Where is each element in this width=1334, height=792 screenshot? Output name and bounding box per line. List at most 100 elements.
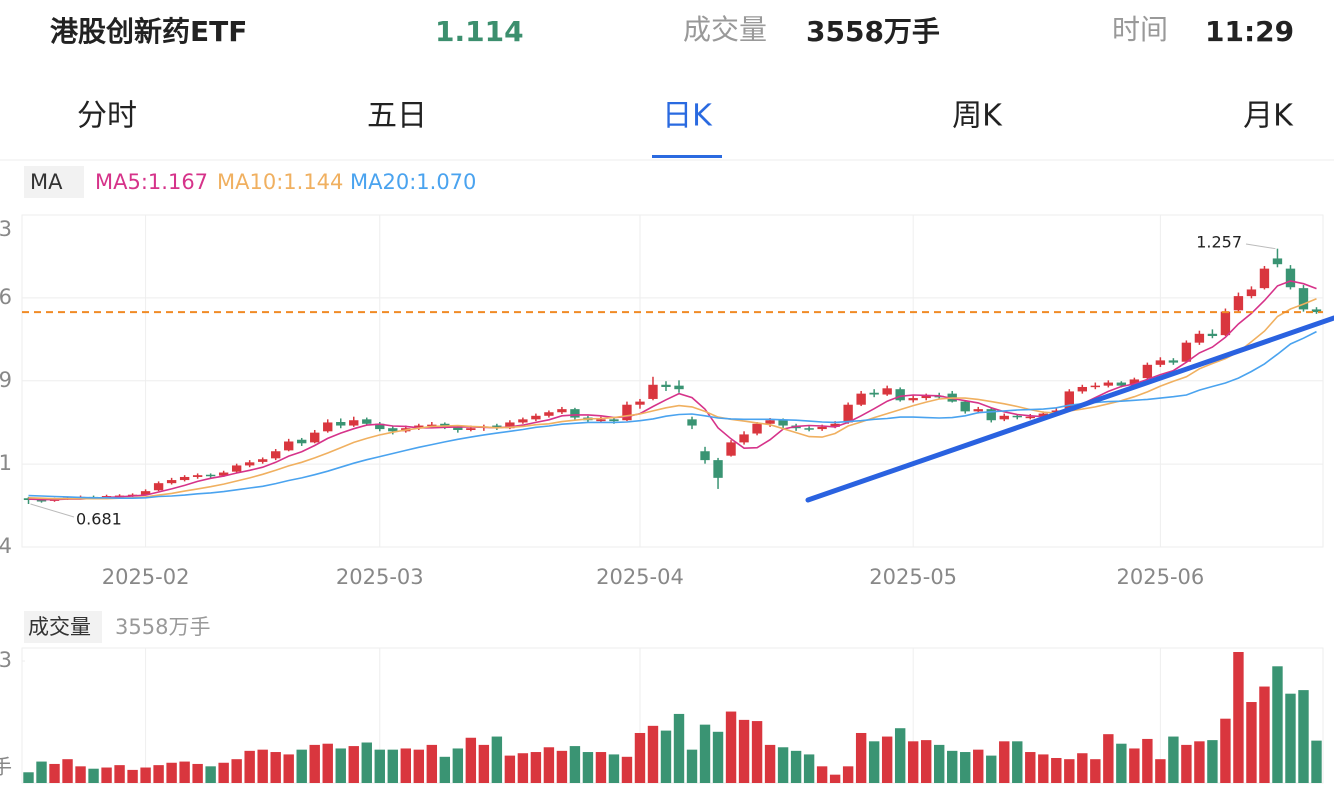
legend: MA5:1.167 MA10:1.144 MA20:1.070 bbox=[95, 170, 476, 194]
candle-body bbox=[1025, 416, 1035, 419]
volume-bar bbox=[49, 763, 60, 783]
volume-bar bbox=[322, 743, 333, 783]
candle-body bbox=[1168, 360, 1179, 363]
volume-bar bbox=[816, 766, 828, 783]
volume-bar bbox=[1207, 740, 1218, 783]
candle-body bbox=[453, 426, 463, 430]
volume-bar bbox=[1116, 743, 1127, 783]
volume-bar bbox=[283, 754, 294, 783]
candle-body bbox=[1194, 333, 1205, 343]
y-tick-label: 6 bbox=[0, 285, 12, 309]
candle-body bbox=[231, 465, 242, 472]
volume-bar bbox=[608, 754, 620, 783]
y-tick-label: 3 bbox=[0, 217, 12, 241]
volume-bar bbox=[452, 748, 464, 783]
volume-bar bbox=[335, 748, 346, 783]
candle-body bbox=[1233, 296, 1244, 311]
volume-badge bbox=[24, 611, 102, 643]
volume-bar bbox=[62, 759, 73, 783]
x-tick-label: 2025-05 bbox=[869, 565, 957, 589]
candle-body bbox=[323, 422, 333, 432]
volume-bar bbox=[986, 755, 997, 783]
price: 1.114 bbox=[435, 15, 524, 48]
volume-bar bbox=[75, 766, 86, 783]
candle-body bbox=[1077, 386, 1087, 392]
candle-body bbox=[1129, 379, 1140, 386]
candle-body bbox=[244, 462, 255, 466]
candle-body bbox=[739, 434, 749, 443]
volume-bar bbox=[517, 753, 529, 783]
volume-bar bbox=[244, 750, 255, 783]
candle-body bbox=[336, 422, 346, 426]
volume-bar bbox=[530, 752, 542, 783]
candle-body bbox=[999, 415, 1009, 420]
volume-bar bbox=[1103, 734, 1114, 783]
candle-body bbox=[804, 428, 814, 430]
candle-body bbox=[635, 401, 645, 405]
volume-bar bbox=[868, 741, 880, 783]
volume-unit: 手 bbox=[0, 755, 12, 779]
volume-bar bbox=[699, 724, 711, 783]
tab-underline bbox=[652, 155, 722, 158]
volume-bar bbox=[973, 749, 984, 783]
volume-bar bbox=[855, 732, 867, 783]
candle-body bbox=[726, 442, 736, 456]
volume-bar bbox=[257, 749, 268, 783]
volume-bar bbox=[504, 755, 516, 783]
volume-bar bbox=[829, 774, 841, 783]
candle-body bbox=[817, 426, 827, 430]
candle-body bbox=[427, 424, 437, 427]
candle-body bbox=[752, 423, 762, 434]
candle-body bbox=[492, 425, 502, 429]
volume-bar bbox=[777, 747, 789, 783]
volume-bar bbox=[999, 741, 1010, 783]
volume-bar bbox=[934, 744, 945, 783]
candle-body bbox=[1103, 382, 1114, 386]
candle-body bbox=[349, 420, 359, 426]
volume-bar bbox=[296, 749, 307, 783]
legend-label: MA bbox=[30, 170, 63, 194]
volume-bar bbox=[725, 711, 737, 783]
tab[interactable]: 日K bbox=[662, 99, 713, 134]
tab[interactable]: 周K bbox=[952, 99, 1003, 134]
legend-badge bbox=[24, 166, 84, 198]
candle-body bbox=[414, 425, 424, 429]
candle-body bbox=[661, 384, 671, 387]
volume-bar bbox=[738, 719, 750, 783]
volume-bar bbox=[218, 762, 229, 783]
volume-bar bbox=[1064, 759, 1075, 783]
candle-body bbox=[140, 491, 151, 495]
tab[interactable]: 分时 bbox=[77, 99, 137, 134]
high-annotation: 1.257 bbox=[1196, 233, 1242, 252]
candle-body bbox=[297, 439, 307, 444]
candle-body bbox=[674, 385, 684, 390]
x-tick-label: 2025-02 bbox=[102, 565, 190, 589]
candle-body bbox=[843, 404, 853, 423]
candle-body bbox=[973, 409, 983, 412]
candle-body bbox=[1155, 360, 1166, 365]
volume-bar bbox=[1220, 718, 1231, 783]
volume-bar bbox=[387, 749, 398, 783]
candle-body bbox=[1181, 342, 1192, 362]
volume-bar bbox=[712, 731, 724, 783]
candle-body bbox=[1142, 364, 1153, 379]
candle-body bbox=[518, 419, 528, 423]
time-value: 11:29 bbox=[1205, 15, 1294, 48]
y-tick-label: 3 bbox=[0, 648, 12, 672]
volume-panel bbox=[21, 647, 1324, 784]
volume-bar bbox=[1142, 738, 1153, 783]
candle-body bbox=[218, 472, 229, 476]
tab[interactable]: 五日 bbox=[367, 99, 427, 134]
volume-bar bbox=[1272, 666, 1283, 783]
candle-body bbox=[271, 451, 281, 459]
candle-body bbox=[1207, 333, 1218, 337]
ma-line bbox=[28, 280, 1317, 501]
volume-bar bbox=[920, 740, 932, 783]
volume-bar bbox=[621, 756, 633, 783]
volume-bar bbox=[582, 752, 594, 783]
volume-bar bbox=[361, 742, 372, 783]
volume-bar bbox=[192, 763, 203, 783]
time-label: 时间 bbox=[1112, 13, 1168, 46]
volume-bar bbox=[764, 744, 776, 783]
tab[interactable]: 月K bbox=[1243, 99, 1294, 134]
